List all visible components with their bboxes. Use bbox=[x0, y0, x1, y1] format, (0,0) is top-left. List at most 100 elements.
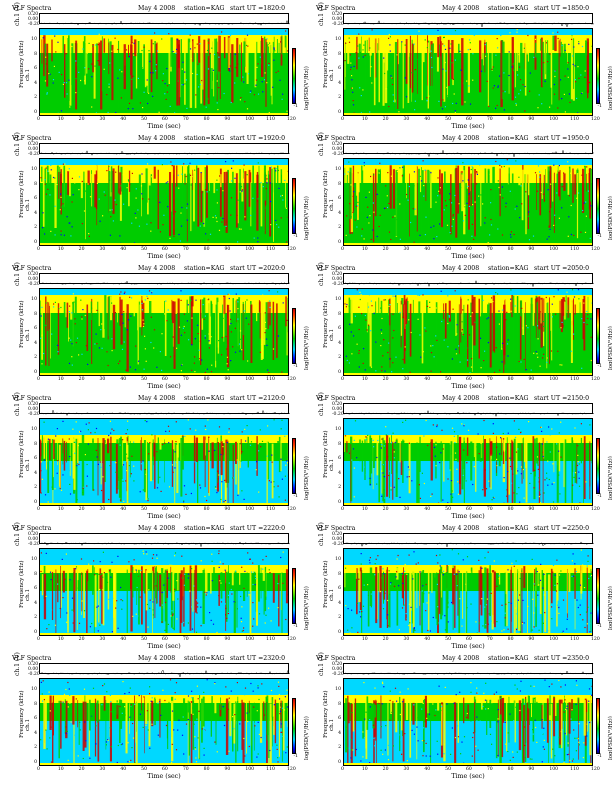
spectrogram-speckle bbox=[199, 358, 201, 360]
spectrogram-streak bbox=[245, 35, 248, 73]
spectrogram-speckle bbox=[345, 111, 348, 113]
spectrogram-speckle bbox=[258, 613, 261, 615]
spectrogram-streak bbox=[220, 697, 221, 710]
spectrogram-speckle bbox=[503, 740, 505, 742]
spectrogram-speckle bbox=[92, 440, 94, 442]
spectrogram-speckle bbox=[482, 299, 484, 301]
spectrogram-speckle bbox=[144, 352, 146, 355]
spectrogram-speckle bbox=[511, 700, 513, 702]
waveform-svg bbox=[343, 20, 595, 28]
spectrogram-speckle bbox=[213, 53, 216, 56]
spectrogram-speckle bbox=[45, 167, 47, 169]
spectrogram-speckle bbox=[249, 592, 251, 594]
spectrogram-speckle bbox=[362, 56, 364, 58]
spectrogram-streak bbox=[195, 437, 198, 462]
spectrogram-streak bbox=[427, 169, 430, 233]
spectrogram-streak bbox=[256, 295, 258, 322]
spectrogram-speckle bbox=[368, 294, 370, 296]
spectrogram-speckle bbox=[120, 599, 122, 601]
x-tick-label: 110 bbox=[266, 767, 275, 772]
panel-title: VLF Spectra bbox=[316, 395, 356, 402]
spectrogram-speckle bbox=[139, 491, 141, 493]
spectrogram-speckle bbox=[352, 448, 355, 450]
spectrogram-streak bbox=[372, 173, 375, 243]
spectrogram-streak bbox=[388, 299, 391, 326]
spectrogram-speckle bbox=[117, 627, 119, 629]
spectrogram-speckle bbox=[151, 723, 153, 725]
spectrogram-speckle bbox=[76, 499, 78, 501]
spectrogram-streak bbox=[187, 700, 189, 713]
spectrogram-streak bbox=[366, 39, 368, 76]
spectrogram-streak bbox=[409, 567, 412, 635]
spectrogram-streak bbox=[533, 438, 536, 477]
spectrogram-speckle bbox=[120, 185, 122, 187]
spectrogram-speckle bbox=[203, 318, 205, 320]
y-tick-label: 10 bbox=[335, 687, 341, 692]
spectrogram-speckle bbox=[97, 630, 99, 632]
x-tick-label: 40 bbox=[424, 377, 431, 382]
wave-tick: 0.20 bbox=[28, 532, 39, 537]
spectrogram-streak bbox=[489, 303, 492, 368]
spectrogram-speckle bbox=[546, 441, 548, 443]
spectrogram-speckle bbox=[454, 443, 456, 445]
spectrogram-speckle bbox=[358, 33, 360, 35]
spectrogram-speckle bbox=[261, 683, 263, 685]
spectrogram-speckle bbox=[375, 370, 377, 372]
spectrogram-speckle bbox=[225, 225, 227, 227]
spectrogram-speckle bbox=[142, 460, 144, 462]
spectrogram-speckle bbox=[152, 609, 154, 611]
spectrogram-streak bbox=[261, 38, 264, 77]
spectrogram-streak bbox=[587, 41, 589, 99]
spectrogram-speckle bbox=[209, 233, 212, 235]
spectrogram-speckle bbox=[238, 343, 241, 345]
spectrogram-speckle bbox=[560, 686, 562, 688]
spectrogram-speckle bbox=[61, 206, 63, 208]
spectrogram-speckle bbox=[350, 66, 352, 68]
spectrogram-speckle bbox=[566, 754, 568, 756]
spectrogram-speckle bbox=[143, 696, 145, 698]
spectrogram-speckle bbox=[250, 682, 252, 685]
spectrogram-speckle bbox=[196, 685, 198, 687]
spectrogram-speckle bbox=[367, 206, 369, 208]
spectrogram-speckle bbox=[442, 104, 444, 106]
spectrogram-streak bbox=[207, 38, 210, 105]
spectrogram-streak bbox=[405, 702, 409, 720]
spectrogram-speckle bbox=[144, 420, 146, 422]
spectrogram-speckle bbox=[262, 568, 264, 570]
spectrogram-speckle bbox=[362, 756, 364, 758]
spectrogram-speckle bbox=[474, 571, 476, 573]
spectrogram-band bbox=[344, 721, 592, 765]
spectrogram-speckle bbox=[368, 222, 370, 224]
spectrogram-speckle bbox=[84, 721, 86, 723]
panel-start-time: start UT =2250:0 bbox=[534, 525, 590, 532]
spectrogram-streak bbox=[377, 43, 379, 100]
spectrogram-speckle bbox=[523, 703, 526, 705]
spectrogram-speckle bbox=[287, 701, 288, 703]
spectrogram-speckle bbox=[586, 735, 588, 737]
spectrogram-speckle bbox=[439, 223, 441, 225]
spectrogram-speckle bbox=[248, 630, 250, 633]
spectrogram-speckle bbox=[258, 49, 260, 51]
spectrogram-speckle bbox=[576, 197, 578, 199]
spectrogram-streak bbox=[527, 174, 529, 230]
wave-tick: 0.00 bbox=[28, 537, 39, 542]
wave-tick: 0.20 bbox=[332, 662, 343, 667]
spectrogram-speckle bbox=[568, 93, 570, 95]
spectrogram-speckle bbox=[592, 732, 593, 733]
spectrogram-speckle bbox=[578, 744, 580, 746]
spectrogram-speckle bbox=[129, 183, 131, 185]
spectrogram-speckle bbox=[83, 210, 86, 212]
spectrogram-speckle bbox=[435, 709, 437, 711]
spectrogram-speckle bbox=[257, 443, 259, 445]
spectrogram-speckle bbox=[561, 98, 563, 100]
spectrogram-streak bbox=[558, 40, 560, 101]
spectrogram-streak bbox=[242, 301, 244, 335]
spectrogram-speckle bbox=[122, 689, 125, 691]
spectrogram-streak bbox=[84, 695, 86, 720]
spectrogram-streak bbox=[129, 440, 131, 478]
spectrogram-speckle bbox=[558, 165, 560, 167]
spectrogram-streak bbox=[527, 702, 530, 758]
spectrogram-streak bbox=[231, 566, 234, 586]
x-tick-label: 120 bbox=[591, 117, 600, 122]
panel-start-time: start UT =2020:0 bbox=[230, 265, 286, 272]
